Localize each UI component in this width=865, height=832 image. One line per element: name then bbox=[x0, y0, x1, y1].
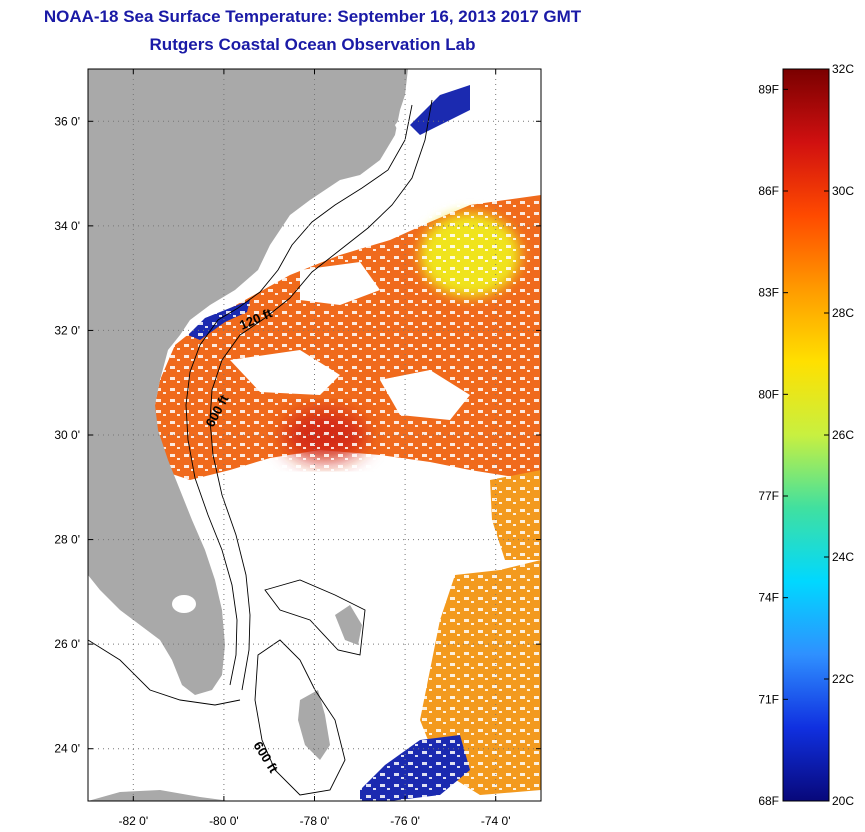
colorbar-celsius-ticks: 32C 30C 28C 26C 24C 22C 20C bbox=[824, 62, 854, 808]
lon-tick-label: -78 0' bbox=[300, 814, 330, 828]
colorbar-celsius-label: 30C bbox=[832, 184, 854, 198]
map-title: NOAA-18 Sea Surface Temperature: Septemb… bbox=[43, 7, 582, 26]
lat-tick-label: 26 0' bbox=[54, 637, 80, 651]
colorbar-fahrenheit-label: 71F bbox=[758, 692, 779, 706]
colorbar-fahrenheit-label: 68F bbox=[758, 794, 779, 808]
lon-tick-label: -80 0' bbox=[209, 814, 239, 828]
colorbar-fahrenheit-label: 80F bbox=[758, 387, 779, 401]
lat-tick-label: 32 0' bbox=[54, 323, 80, 337]
colorbar bbox=[782, 68, 830, 802]
sst-cold-coastal-nc bbox=[410, 85, 470, 135]
isobath-little-bahama bbox=[264, 579, 366, 656]
colorbar-celsius-label: 32C bbox=[832, 62, 854, 76]
map-subtitle: Rutgers Coastal Ocean Observation Lab bbox=[149, 35, 476, 54]
isobath-120ft bbox=[185, 104, 413, 686]
cloud-gap-2 bbox=[380, 370, 470, 420]
longitude-axis: -82 0' -80 0' -78 0' -76 0' -74 0' bbox=[118, 69, 511, 828]
lat-tick-label: 30 0' bbox=[54, 428, 80, 442]
land-cuba bbox=[88, 790, 230, 801]
colorbar-fahrenheit-label: 86F bbox=[758, 184, 779, 198]
lat-tick-label: 36 0' bbox=[54, 114, 80, 128]
colorbar-fahrenheit-label: 89F bbox=[758, 82, 779, 96]
lon-tick-label: -74 0' bbox=[481, 814, 511, 828]
lat-lon-grid bbox=[88, 69, 541, 801]
cloud-gap-1 bbox=[230, 350, 340, 395]
colorbar-fahrenheit-ticks: 89F 86F 83F 80F 77F 74F 71F 68F bbox=[758, 82, 788, 808]
colorbar-celsius-label: 22C bbox=[832, 672, 854, 686]
lon-tick-label: -82 0' bbox=[118, 814, 148, 828]
isobath-bahamas-bank bbox=[254, 639, 346, 796]
cloud-gap-3 bbox=[300, 262, 380, 305]
isobath-600ft bbox=[209, 99, 433, 691]
colorbar-celsius-label: 26C bbox=[832, 428, 854, 442]
lake-okeechobee bbox=[172, 595, 196, 613]
pamlico-sound bbox=[395, 112, 412, 142]
colorbar-celsius-label: 24C bbox=[832, 550, 854, 564]
colorbar-fahrenheit-label: 77F bbox=[758, 489, 779, 503]
colorbar-celsius-label: 20C bbox=[832, 794, 854, 808]
lat-tick-label: 34 0' bbox=[54, 219, 80, 233]
land-bahamas-abaco bbox=[335, 605, 362, 645]
colorbar-fahrenheit-label: 74F bbox=[758, 591, 779, 605]
latitude-axis: 36 0' 34 0' 32 0' 30 0' 28 0' 26 0' 24 0' bbox=[54, 114, 541, 756]
lat-tick-label: 24 0' bbox=[54, 742, 80, 756]
isobath-florida-keys bbox=[88, 639, 241, 706]
map-plot-area: 120 ft 600 ft 600 ft bbox=[88, 69, 541, 801]
isobath-contours bbox=[88, 99, 433, 796]
lon-tick-label: -76 0' bbox=[390, 814, 420, 828]
colorbar-celsius-label: 28C bbox=[832, 306, 854, 320]
colorbar-fahrenheit-label: 83F bbox=[758, 286, 779, 300]
lat-tick-label: 28 0' bbox=[54, 533, 80, 547]
sst-field bbox=[152, 85, 541, 801]
